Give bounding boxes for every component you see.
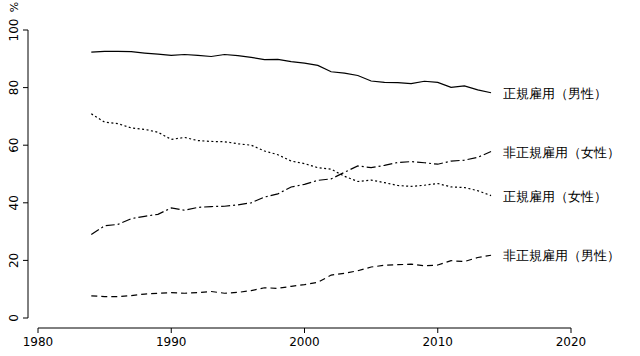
series-group — [91, 51, 491, 296]
y-tick-label: 60 — [7, 138, 21, 153]
y-tick-label: 0 — [7, 314, 21, 322]
x-tick — [304, 328, 305, 333]
y-tick-label: 100 — [7, 19, 21, 42]
y-tick — [23, 87, 28, 88]
y-tick — [23, 30, 28, 31]
x-tick — [437, 328, 438, 333]
series-label: 正規雇用（女性） — [503, 189, 607, 204]
series-label: 非正規雇用（女性） — [503, 145, 620, 160]
y-tick — [23, 202, 28, 203]
series-line — [91, 255, 491, 296]
y-axis-label: % — [8, 2, 21, 12]
series-line — [91, 51, 491, 92]
x-tick-label: 2000 — [289, 335, 320, 349]
series-label: 正規雇用（男性） — [503, 86, 607, 101]
chart: 0 20 40 60 80 100% 1980 1990 2000 2010 2020 正規雇用（男性… — [0, 0, 640, 356]
y-tick-label: 40 — [7, 195, 21, 210]
x-tick-label: 1980 — [23, 335, 54, 349]
y-axis — [28, 30, 29, 318]
x-tick — [571, 328, 572, 333]
y-tick-label: 80 — [7, 80, 21, 95]
series-line — [91, 114, 491, 196]
x-tick-label: 1990 — [156, 335, 187, 349]
y-tick-label: 20 — [7, 253, 21, 268]
x-tick — [38, 328, 39, 333]
background — [0, 0, 640, 356]
y-tick — [23, 145, 28, 146]
series-label: 非正規雇用（男性） — [503, 248, 620, 263]
x-tick-label: 2020 — [556, 335, 587, 349]
x-tick-label: 2010 — [422, 335, 453, 349]
y-tick — [23, 318, 28, 319]
series-line — [91, 152, 491, 235]
x-tick — [171, 328, 172, 333]
y-tick — [23, 260, 28, 261]
